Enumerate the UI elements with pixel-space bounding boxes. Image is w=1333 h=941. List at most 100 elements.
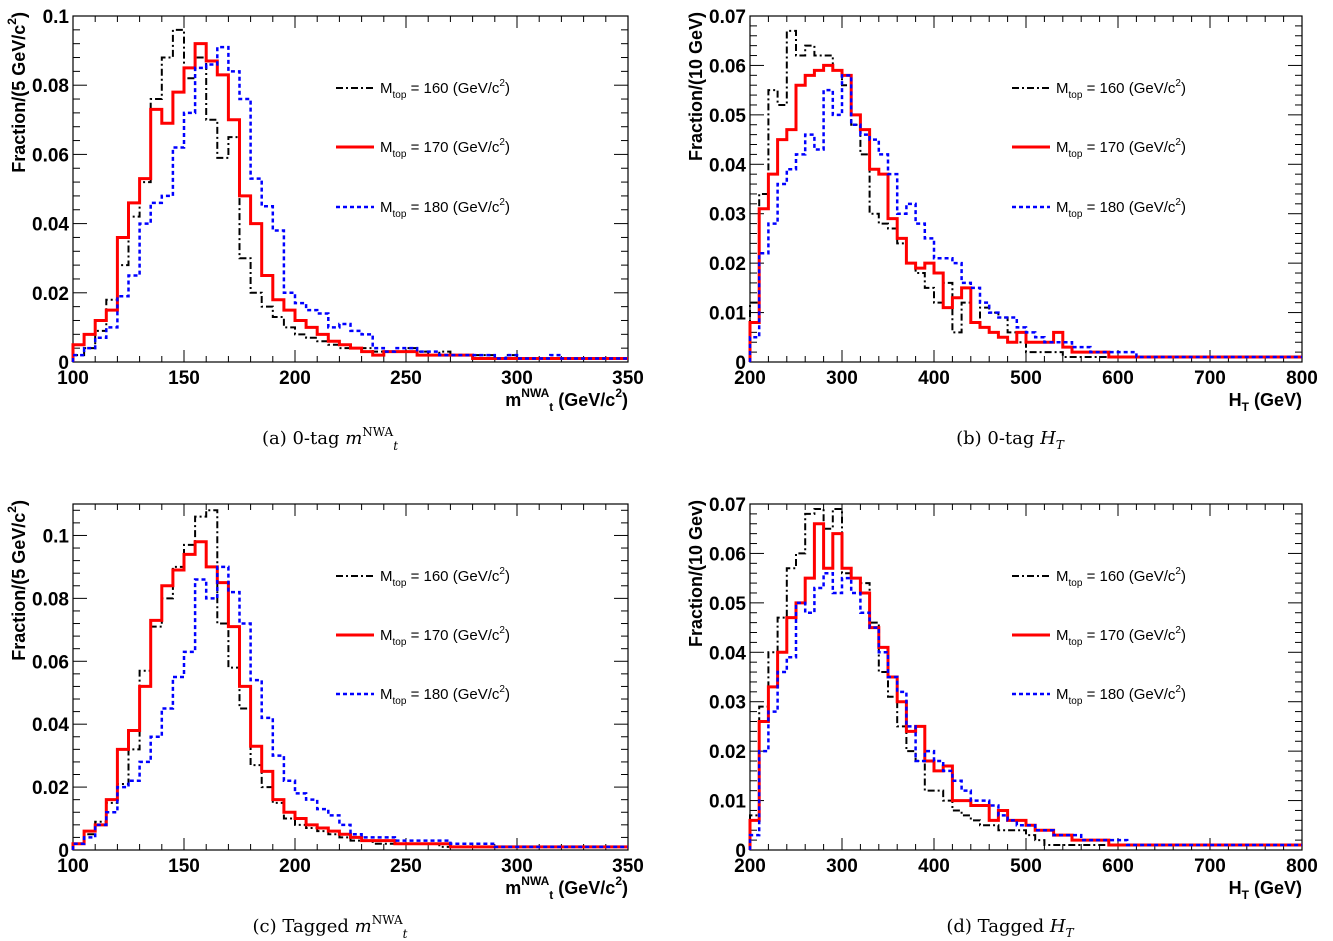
x-axis-label: HT (GeV) — [1229, 878, 1302, 902]
x-tick-label: 600 — [1102, 856, 1134, 877]
y-tick-label: 0 — [735, 353, 746, 374]
x-axis-label-main: H — [1229, 390, 1242, 410]
histogram-series-m180 — [748, 571, 1302, 850]
panel-caption: (c) Tagged mNWAt — [253, 913, 408, 941]
y-tick-label: 0.07 — [709, 495, 746, 516]
legend-label-main: M — [380, 568, 393, 585]
y-axis-label-sup: 2 — [5, 506, 19, 513]
x-axis-label-sup: NWA — [521, 386, 549, 400]
legend-label-main: M — [380, 686, 393, 703]
y-tick-label: 0.06 — [32, 145, 69, 166]
legend-label-m180: Mtop = 180 (GeV/c2) — [1056, 684, 1186, 707]
y-axis-label-sup: 2 — [5, 18, 19, 25]
legend-label-sub: top — [393, 696, 407, 707]
legend-label-suffix: ) — [505, 627, 510, 644]
x-tick-label: 300 — [826, 368, 858, 389]
plot-frame — [72, 503, 629, 851]
legend-label-sub: top — [1069, 696, 1083, 707]
histogram-series-m170 — [748, 522, 1302, 850]
legend-label-sub: top — [393, 149, 407, 160]
x-tick-label: 300 — [501, 368, 533, 389]
x-tick-label: 200 — [279, 856, 311, 877]
caption-sub: T — [1066, 926, 1075, 940]
x-axis-label-main: m — [505, 390, 521, 410]
x-tick-label: 600 — [1102, 368, 1134, 389]
legend-label-sup: 2 — [1175, 137, 1181, 148]
x-tick-label: 700 — [1194, 856, 1226, 877]
y-axis-label: Fraction/(5 GeV/c2) — [5, 500, 29, 661]
legend-label-sub: top — [1069, 209, 1083, 220]
caption-variable: H — [1039, 428, 1056, 449]
y-tick-label: 0.01 — [709, 304, 746, 325]
y-axis-label-main: Fraction/(10 Gev) — [686, 500, 706, 647]
histogram-series-m170 — [71, 42, 628, 362]
legend-label-sub: top — [1069, 149, 1083, 160]
legend-label-sup: 2 — [499, 197, 505, 208]
legend-label-text: = 180 (GeV/c — [406, 199, 499, 216]
x-tick-label: 200 — [279, 368, 311, 389]
legend-label-sub: top — [1069, 637, 1083, 648]
x-tick-label: 400 — [918, 368, 950, 389]
legend-label-m160: Mtop = 160 (GeV/c2) — [1056, 78, 1186, 101]
legend-label-suffix: ) — [505, 568, 510, 585]
x-axis-label-sub: t — [549, 888, 553, 902]
x-tick-label: 800 — [1286, 368, 1318, 389]
histogram-series-m160 — [749, 29, 1302, 362]
legend-label-sup: 2 — [499, 566, 505, 577]
x-tick-label: 250 — [390, 368, 422, 389]
x-tick-label: 500 — [1010, 856, 1042, 877]
y-axis-label-end: ) — [9, 500, 29, 506]
x-axis-label-end: ) — [622, 390, 628, 410]
y-tick-label: 0.1 — [43, 526, 70, 547]
legend-label-text: = 160 (GeV/c — [406, 80, 499, 97]
x-tick-label: 800 — [1286, 856, 1318, 877]
y-tick-label: 0.03 — [709, 693, 746, 714]
x-axis-label-main: H — [1229, 878, 1242, 898]
legend-label-main: M — [1056, 568, 1069, 585]
legend-label-m180: Mtop = 180 (GeV/c2) — [1056, 197, 1186, 220]
caption-sub: T — [1056, 438, 1065, 452]
y-tick-label: 0 — [735, 841, 746, 862]
legend-label-main: M — [1056, 627, 1069, 644]
y-tick-label: 0.02 — [709, 254, 746, 275]
x-tick-label: 400 — [918, 856, 950, 877]
x-tick-label: 700 — [1194, 368, 1226, 389]
legend-label-main: M — [380, 139, 393, 156]
legend-label-sub: top — [393, 578, 407, 589]
caption-sup: NWA — [372, 913, 403, 927]
x-axis-label-main: m — [505, 878, 521, 898]
caption-variable: H — [1049, 916, 1066, 937]
x-tick-label: 150 — [168, 856, 200, 877]
x-tick-label: 100 — [57, 856, 89, 877]
legend-label-sup: 2 — [499, 684, 505, 695]
legend-label-suffix: ) — [505, 80, 510, 97]
histogram-series-m170 — [71, 540, 628, 850]
legend-label-sub: top — [393, 90, 407, 101]
legend-label-suffix: ) — [505, 199, 510, 216]
histogram-series-m180 — [71, 45, 628, 362]
y-tick-label: 0.01 — [709, 792, 746, 813]
legend-label-suffix: ) — [1181, 199, 1186, 216]
legend-label-m170: Mtop = 170 (GeV/c2) — [1056, 137, 1186, 160]
x-axis-label: HT (GeV) — [1229, 390, 1302, 414]
legend-label-sub: top — [1069, 90, 1083, 101]
caption-sub: t — [393, 439, 398, 453]
legend-label-suffix: ) — [1181, 80, 1186, 97]
y-tick-label: 0.04 — [709, 643, 746, 664]
x-axis-label: mNWAt (GeV/c2) — [505, 386, 628, 414]
legend-label-m180: Mtop = 180 (GeV/c2) — [380, 684, 510, 707]
legend-label-main: M — [380, 80, 393, 97]
panel-caption: (a) 0-tag mNWAt — [262, 425, 398, 453]
legend-label-text: = 160 (GeV/c — [1082, 80, 1175, 97]
caption-label: (d) Tagged — [946, 916, 1050, 937]
legend-label-suffix: ) — [1181, 568, 1186, 585]
legend-label-text: = 170 (GeV/c — [1082, 627, 1175, 644]
legend-label-sup: 2 — [1175, 684, 1181, 695]
plot-frame — [72, 15, 629, 363]
caption-label: (c) Tagged — [253, 916, 355, 937]
y-tick-label: 0.05 — [709, 106, 746, 127]
legend-label-main: M — [1056, 139, 1069, 156]
histogram-series-m180 — [748, 74, 1302, 362]
legend-label-m160: Mtop = 160 (GeV/c2) — [1056, 566, 1186, 589]
